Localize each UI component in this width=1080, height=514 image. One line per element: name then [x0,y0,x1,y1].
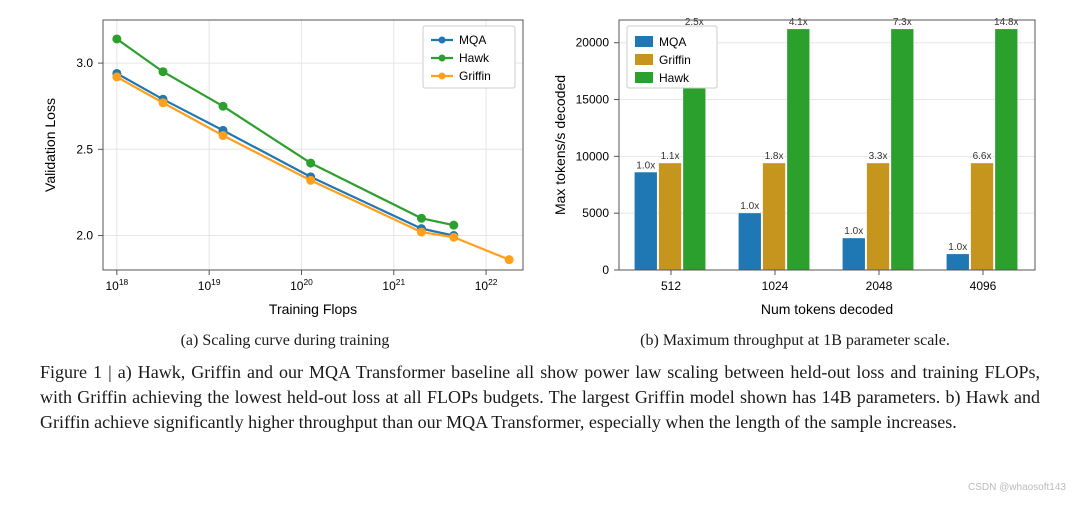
svg-text:3.0: 3.0 [76,56,93,70]
svg-text:1024: 1024 [762,279,789,293]
svg-text:0: 0 [602,263,609,277]
svg-text:1020: 1020 [290,277,313,293]
svg-text:1019: 1019 [198,277,221,293]
svg-text:7.3x: 7.3x [893,17,912,28]
svg-text:2.5: 2.5 [76,142,93,156]
svg-text:MQA: MQA [459,33,486,47]
svg-text:Training Flops: Training Flops [269,301,357,317]
svg-text:Num tokens decoded: Num tokens decoded [761,301,893,317]
svg-text:15000: 15000 [576,93,610,107]
svg-text:1.0x: 1.0x [948,242,967,253]
svg-text:Hawk: Hawk [659,71,690,85]
panel-b-subcaption: (b) Maximum throughput at 1B parameter s… [640,332,950,350]
svg-text:14.8x: 14.8x [994,17,1018,28]
svg-text:1.0x: 1.0x [636,160,655,171]
figure-row: 1018 1019 1020 1021 1022 2.0 2.5 3.0 Training Fl… [0,0,1080,350]
svg-text:Max tokens/s decoded: Max tokens/s decoded [552,75,568,215]
svg-text:1.0x: 1.0x [740,201,759,212]
svg-text:Hawk: Hawk [459,51,490,65]
svg-text:512: 512 [661,279,681,293]
throughput-bar-chart: 050001000015000200001.0x1.1x2.5x5121.0x1… [545,6,1045,326]
scaling-curve-chart: 1018 1019 1020 1021 1022 2.0 2.5 3.0 Training Fl… [35,6,535,326]
svg-text:1.8x: 1.8x [765,151,784,162]
svg-text:2.0: 2.0 [76,229,93,243]
svg-text:Validation Loss: Validation Loss [42,98,58,192]
svg-text:20000: 20000 [576,36,610,50]
svg-text:1018: 1018 [106,277,129,293]
panel-b: 050001000015000200001.0x1.1x2.5x5121.0x1… [540,6,1050,350]
svg-text:3.3x: 3.3x [869,151,888,162]
svg-text:5000: 5000 [582,206,609,220]
svg-text:1021: 1021 [382,277,405,293]
svg-text:Griffin: Griffin [659,53,691,67]
panel-a: 1018 1019 1020 1021 1022 2.0 2.5 3.0 Training Fl… [30,6,540,350]
svg-text:Griffin: Griffin [459,69,491,83]
figure-caption: Figure 1 | a) Hawk, Griffin and our MQA … [0,350,1080,436]
svg-text:4.1x: 4.1x [789,17,808,28]
svg-text:1.0x: 1.0x [844,226,863,237]
svg-text:10000: 10000 [576,149,610,163]
watermark: CSDN @whaosoft143 [968,482,1066,493]
svg-text:2048: 2048 [866,279,893,293]
svg-text:6.6x: 6.6x [973,151,992,162]
svg-text:MQA: MQA [659,35,686,49]
svg-text:1022: 1022 [475,277,498,293]
panel-a-subcaption: (a) Scaling curve during training [181,332,390,350]
svg-text:1.1x: 1.1x [661,151,680,162]
svg-text:4096: 4096 [970,279,997,293]
